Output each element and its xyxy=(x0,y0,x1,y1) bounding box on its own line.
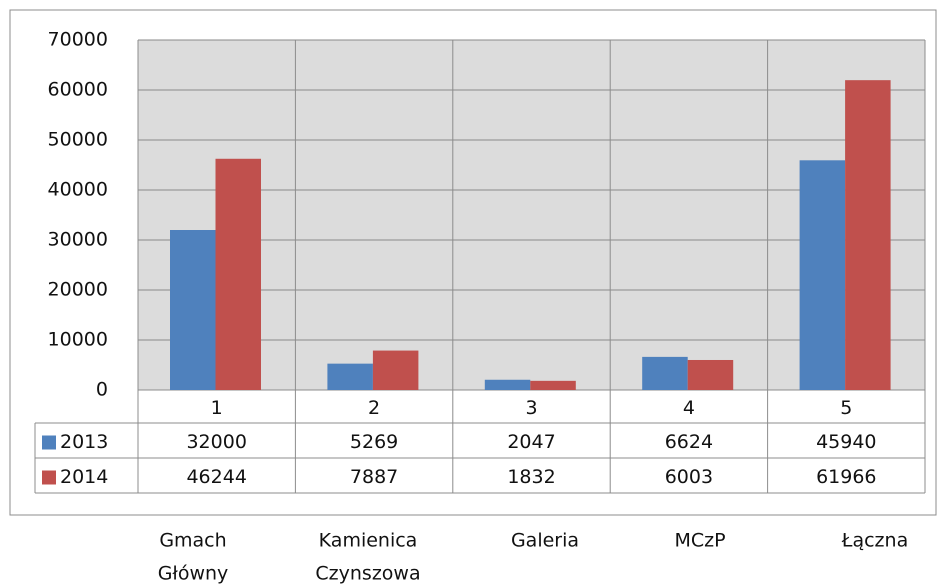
table-value: 5269 xyxy=(350,431,398,453)
bar xyxy=(484,379,531,390)
category-label: Kamienica xyxy=(319,530,418,552)
table-value: 46244 xyxy=(186,466,246,488)
x-tick-label: 5 xyxy=(840,397,852,419)
table-value: 32000 xyxy=(186,431,246,453)
y-tick-label: 40000 xyxy=(48,179,108,201)
y-tick-label: 20000 xyxy=(48,279,108,301)
x-tick-label: 2 xyxy=(368,397,380,419)
legend-label: 2013 xyxy=(60,431,108,453)
legend-label: 2014 xyxy=(60,466,108,488)
x-tick-label: 4 xyxy=(683,397,695,419)
category-label: Główny xyxy=(158,563,229,585)
y-tick-label: 50000 xyxy=(48,129,108,151)
plot-area xyxy=(138,40,925,390)
y-tick-label: 60000 xyxy=(48,79,108,101)
category-label: Gmach xyxy=(159,530,226,552)
y-tick-label: 10000 xyxy=(48,329,108,351)
category-label: Galeria xyxy=(511,530,579,552)
bar xyxy=(327,363,373,390)
bar xyxy=(845,80,891,391)
legend-key xyxy=(42,470,56,485)
bar xyxy=(530,380,576,390)
bar xyxy=(687,359,734,390)
category-label: Czynszowa xyxy=(315,563,420,585)
y-tick-label: 70000 xyxy=(48,29,108,51)
bar xyxy=(372,350,419,390)
table-value: 45940 xyxy=(816,431,876,453)
x-tick-label: 1 xyxy=(211,397,223,419)
x-tick-label: 3 xyxy=(525,397,537,419)
category-label: MCzP xyxy=(674,530,725,552)
table-value: 2047 xyxy=(507,431,555,453)
y-tick-label: 30000 xyxy=(48,229,108,251)
table-value: 61966 xyxy=(816,466,876,488)
table-value: 1832 xyxy=(507,466,555,488)
bar xyxy=(799,160,846,390)
y-tick-label: 0 xyxy=(96,379,108,401)
table-value: 6624 xyxy=(665,431,713,453)
table-value: 6003 xyxy=(665,466,713,488)
bar xyxy=(642,356,688,390)
bar xyxy=(215,158,261,390)
category-label: Łączna xyxy=(841,530,908,552)
bar xyxy=(170,230,216,390)
table-value: 7887 xyxy=(350,466,398,488)
legend-key xyxy=(42,435,56,450)
